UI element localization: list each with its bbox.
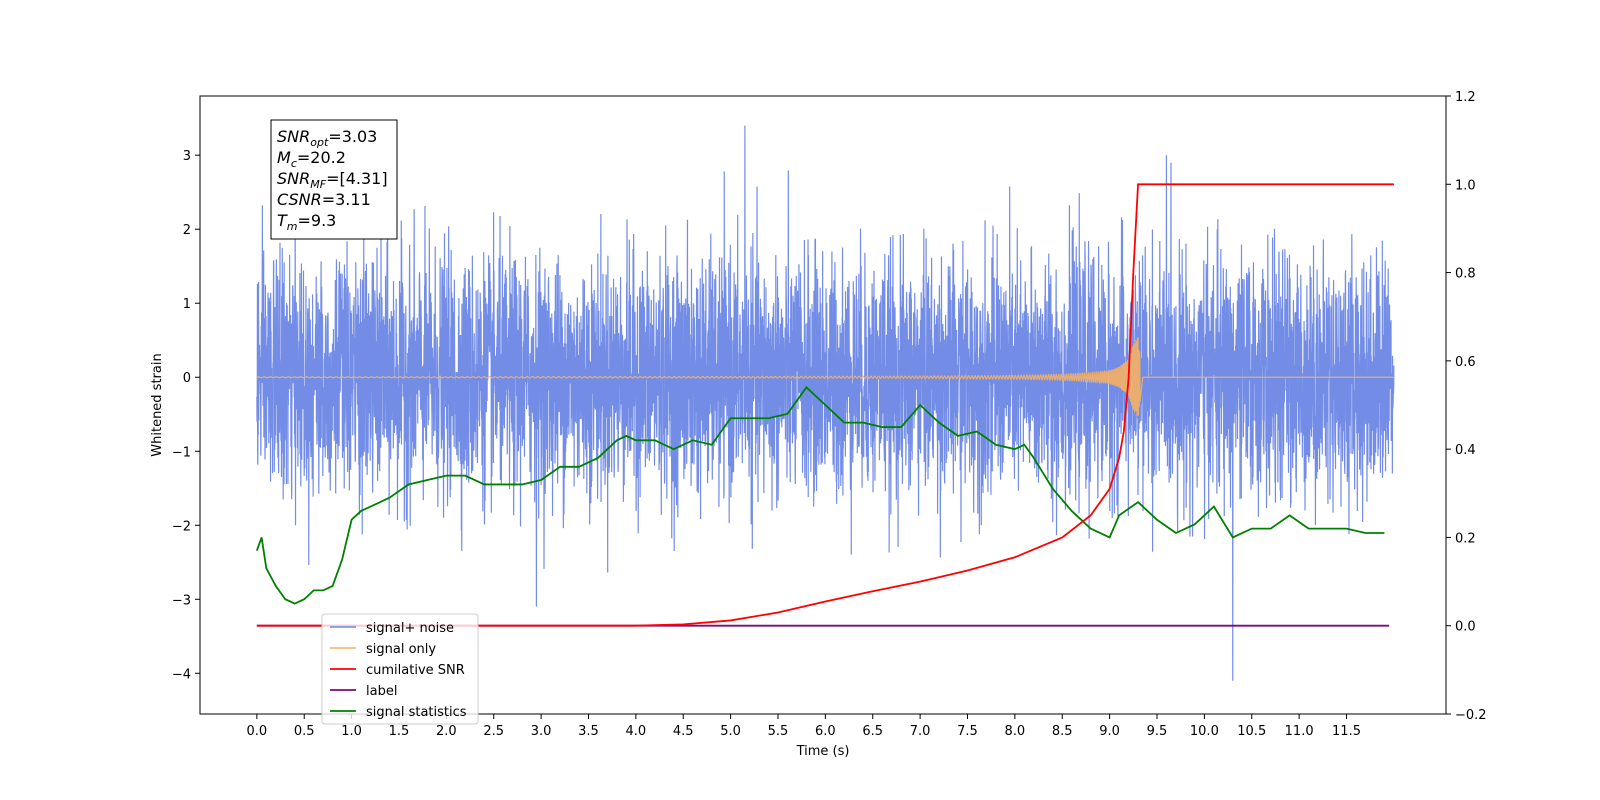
y2-tick-label: 0.4 xyxy=(1455,443,1476,458)
annotation-line: SNRMF=[4.31] xyxy=(277,169,388,191)
annotation-line: Tm=9.3 xyxy=(277,211,336,233)
x-tick-label: 11.0 xyxy=(1285,724,1314,739)
annotation-line: Mc=20.2 xyxy=(277,148,346,170)
x-tick-label: 8.0 xyxy=(1005,724,1026,739)
x-tick-label: 7.0 xyxy=(910,724,931,739)
plot-frame xyxy=(199,95,1447,715)
y-tick-label: −1 xyxy=(172,445,191,460)
y2-tick-label: −0.2 xyxy=(1455,708,1487,723)
y-axis-label: Whitened strain xyxy=(150,353,165,456)
legend-label: signal only xyxy=(366,642,436,657)
series-signal-statistics xyxy=(256,385,1385,605)
series-signal-noise xyxy=(256,125,1395,681)
y-tick-label: 3 xyxy=(183,149,191,164)
x-axis: 0.0 0.5 1.0 1.5 2.0 2.5 3.0 3.5 4.0 4.5 5.0 5.5 6.0 6… xyxy=(247,714,1361,739)
x-tick-label: 5.0 xyxy=(720,724,741,739)
y-tick-label: −2 xyxy=(172,519,191,534)
y2-tick-label: 0.0 xyxy=(1455,620,1476,635)
x-axis-label: Time (s) xyxy=(796,744,850,759)
x-tick-label: 3.5 xyxy=(578,724,599,739)
y-tick-label: 1 xyxy=(183,297,191,312)
y-tick-label: −3 xyxy=(172,593,191,608)
x-tick-label: 9.0 xyxy=(1099,724,1120,739)
x-tick-label: 10.0 xyxy=(1190,724,1219,739)
x-tick-label: 2.0 xyxy=(436,724,457,739)
y2-tick-label: 1.0 xyxy=(1455,178,1476,193)
y2-tick-label: 0.2 xyxy=(1455,531,1476,546)
y-tick-label: 2 xyxy=(183,223,191,238)
x-tick-label: 6.0 xyxy=(815,724,836,739)
y-tick-label: 0 xyxy=(183,371,191,386)
x-tick-label: 4.0 xyxy=(626,724,647,739)
x-tick-label: 0.5 xyxy=(294,724,315,739)
x-tick-label: 0.0 xyxy=(247,724,268,739)
y-axis-left: 3 2 1 0 −1 −2 −3 −4 xyxy=(172,149,200,682)
x-tick-label: 10.5 xyxy=(1237,724,1266,739)
x-tick-label: 4.5 xyxy=(673,724,694,739)
x-tick-label: 9.5 xyxy=(1147,724,1168,739)
legend: signal+ noise signal only cumilative SNR la… xyxy=(321,613,479,725)
x-tick-label: 5.5 xyxy=(768,724,789,739)
legend-label: cumilative SNR xyxy=(366,663,465,678)
series-signal-only xyxy=(256,337,1394,417)
x-tick-label: 7.5 xyxy=(957,724,978,739)
y2-tick-label: 0.8 xyxy=(1455,267,1476,282)
legend-label: signal+ noise xyxy=(366,621,454,636)
annotation-frame xyxy=(270,119,398,240)
y2-tick-label: 1.2 xyxy=(1455,90,1476,105)
legend-frame xyxy=(321,613,479,725)
y-axis-right: 1.2 1.0 0.8 0.6 0.4 0.2 0.0 −0.2 xyxy=(1446,90,1487,723)
x-tick-label: 1.5 xyxy=(389,724,410,739)
x-tick-label: 3.0 xyxy=(531,724,552,739)
annotation-line: SNRopt=3.03 xyxy=(277,127,377,149)
x-tick-label: 1.0 xyxy=(341,724,362,739)
legend-label: label xyxy=(366,684,397,699)
y-tick-label: −4 xyxy=(172,667,191,682)
legend-label: signal statistics xyxy=(366,705,467,720)
series-cumulative-snr xyxy=(256,183,1394,627)
x-tick-label: 11.5 xyxy=(1332,724,1361,739)
annotation-line: CSNR=3.11 xyxy=(277,190,371,209)
x-tick-label: 8.5 xyxy=(1052,724,1073,739)
x-tick-label: 2.5 xyxy=(483,724,504,739)
y2-tick-label: 0.6 xyxy=(1455,355,1476,370)
x-tick-label: 6.5 xyxy=(862,724,883,739)
